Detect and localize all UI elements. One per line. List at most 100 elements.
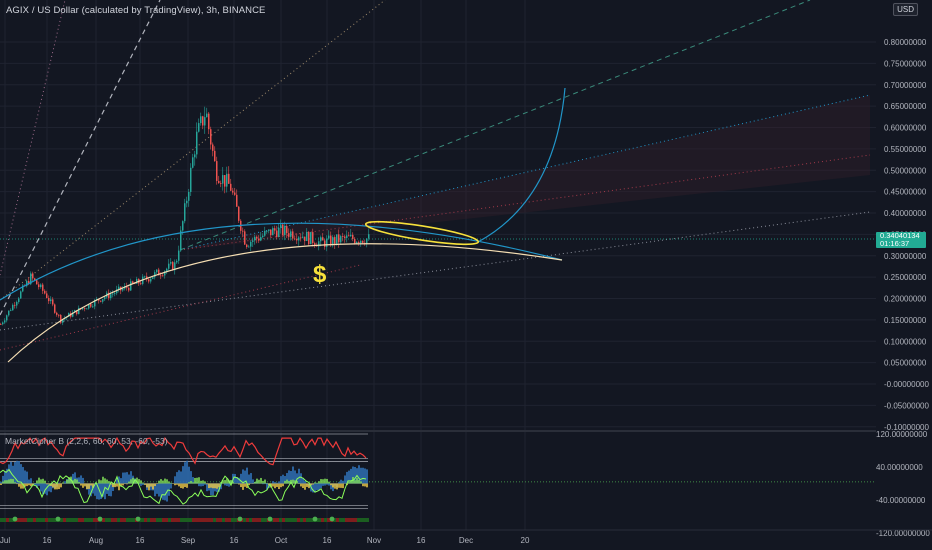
wave-area: [274, 482, 276, 484]
momentum-area: [108, 481, 110, 484]
momentum-area: [204, 481, 206, 484]
oscillator-axis-label: -120.00000000: [876, 529, 930, 538]
momentum-area: [200, 480, 202, 484]
candle-body: [134, 283, 136, 285]
momentum-area: [66, 479, 68, 484]
money-flow-strip: [294, 518, 297, 522]
wave-area: [154, 483, 156, 497]
oscillator-axis-label: -40.00000000: [876, 496, 926, 505]
candle-body: [330, 235, 332, 246]
money-flow-strip: [342, 518, 345, 522]
candle-body: [62, 319, 64, 323]
wave-area: [224, 483, 226, 486]
wave-area: [58, 482, 60, 484]
candle-body: [216, 161, 218, 181]
momentum-area: [32, 483, 34, 485]
price-axis-label: -0.10000000: [884, 423, 929, 432]
candle-body: [16, 301, 18, 306]
candle-body: [6, 315, 8, 321]
price-axis-label: 0.70000000: [884, 81, 927, 90]
time-axis-label: Aug: [89, 536, 103, 545]
momentum-area: [314, 482, 316, 484]
candle-body: [302, 236, 304, 238]
candle-body: [176, 260, 178, 263]
money-flow-strip: [156, 518, 159, 522]
momentum-area: [178, 483, 180, 487]
momentum-area: [126, 483, 128, 485]
momentum-area: [136, 477, 138, 484]
momentum-area: [0, 483, 2, 486]
momentum-area: [332, 483, 334, 488]
candle-body: [234, 192, 236, 195]
time-axis-label: Jul: [0, 536, 10, 545]
momentum-area: [358, 479, 360, 484]
money-flow-strip: [210, 518, 213, 522]
candle-body: [304, 236, 306, 241]
candle-body: [208, 113, 210, 130]
candle-body: [250, 241, 252, 247]
wave-area: [244, 470, 246, 484]
money-flow-strip: [72, 518, 75, 522]
money-flow-strip: [39, 518, 42, 522]
wave-area: [34, 483, 36, 486]
momentum-area: [318, 481, 320, 484]
momentum-area: [164, 478, 166, 484]
candle-body: [264, 231, 266, 236]
momentum-area: [324, 478, 326, 484]
momentum-area: [20, 483, 22, 489]
candle-body: [118, 286, 120, 290]
wave-area: [142, 483, 144, 485]
money-flow-strip: [258, 518, 261, 522]
momentum-area: [144, 483, 146, 485]
price-axis-label: 0.60000000: [884, 124, 927, 133]
symbol-header: AGIX / US Dollar (calculated by TradingV…: [6, 5, 266, 16]
candle-body: [162, 275, 164, 277]
candle-body: [30, 273, 32, 285]
candle-body: [310, 232, 312, 245]
money-flow-strip: [213, 518, 216, 522]
money-flow-strip: [30, 518, 33, 522]
candlestick-series: [0, 106, 370, 326]
oscillator-axis[interactable]: 120.00000000 40.00000000 -40.00000000 -120.…: [876, 430, 930, 538]
momentum-area: [256, 478, 258, 484]
wave-area: [100, 483, 102, 499]
money-flow-strip: [219, 518, 222, 522]
currency-button[interactable]: USD: [893, 3, 918, 16]
candle-body: [298, 237, 300, 241]
wave-area: [42, 483, 44, 495]
money-flow-strip: [147, 518, 150, 522]
wave-area: [322, 483, 324, 486]
momentum-area: [296, 481, 298, 484]
momentum-area: [230, 480, 232, 484]
candle-body: [194, 154, 196, 158]
momentum-area: [286, 479, 288, 484]
dashed-trendline-steep: [0, 0, 161, 316]
wave-area: [178, 470, 180, 484]
blue-arc-curve: [0, 222, 563, 301]
wave-area: [330, 483, 332, 490]
momentum-area: [140, 480, 142, 484]
momentum-area: [6, 480, 8, 484]
momentum-area: [148, 483, 150, 491]
candle-body: [324, 240, 326, 247]
buy-signal-dot: [267, 516, 273, 522]
momentum-area: [30, 483, 32, 487]
candle-body: [220, 183, 222, 184]
wave-area: [2, 475, 4, 484]
momentum-area: [268, 483, 270, 486]
oscillator-axis-label: 120.00000000: [876, 430, 928, 439]
price-axis[interactable]: 0.80000000 0.75000000 0.70000000 0.65000000…: [884, 38, 929, 432]
candle-body: [174, 262, 176, 271]
momentum-area: [306, 483, 308, 487]
candle-body: [10, 310, 12, 312]
wave-area: [234, 473, 236, 484]
money-flow-strip: [324, 518, 327, 522]
time-axis-label: 20: [521, 536, 530, 545]
time-axis[interactable]: Jul 16 Aug 16 Sep 16 Oct 16 Nov 16 Dec 20: [0, 536, 530, 545]
momentum-area: [38, 477, 40, 484]
candle-body: [306, 232, 308, 241]
wave-area: [272, 481, 274, 484]
momentum-area: [142, 482, 144, 484]
money-flow-strip: [360, 518, 363, 522]
